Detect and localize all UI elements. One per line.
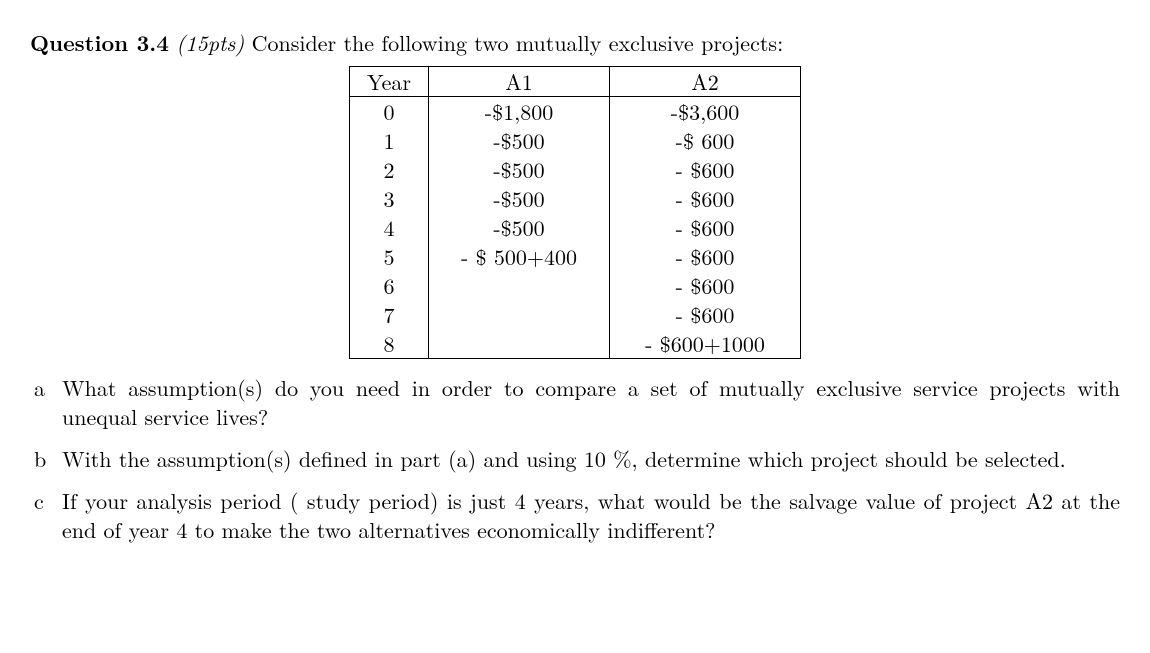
cell-a1: -$1,800 [429,96,610,126]
table-row: 1 -$500 -$ 600 [350,126,801,155]
part-marker: a [34,373,45,403]
cell-a2: - $600 [610,271,801,300]
table-header-row: Year A1 A2 [350,66,801,96]
table-row: 3 -$500 - $600 [350,184,801,213]
cell-a2: - $600+1000 [610,329,801,359]
part-marker: c [34,486,44,516]
cell-a2: - $600 [610,213,801,242]
cell-a2: -$ 600 [610,126,801,155]
cell-year: 7 [350,300,429,329]
cell-a1 [429,329,610,359]
question-parts: a What assumption(s) do you need in orde… [30,373,1120,545]
table-row: 8 - $600+1000 [350,329,801,359]
cell-a1: -$500 [429,126,610,155]
table-row: 6 - $600 [350,271,801,300]
col-header-year: Year [350,66,429,96]
col-header-a1: A1 [429,66,610,96]
question-header: Question 3.4 (15pts) Consider the follow… [30,28,1120,58]
cell-year: 6 [350,271,429,300]
cell-a1: -$500 [429,213,610,242]
cell-a1 [429,300,610,329]
col-header-a2: A2 [610,66,801,96]
cashflow-table-wrap: Year A1 A2 0 -$1,800 -$3,600 1 -$500 -$ … [30,66,1120,359]
cell-a2: -$3,600 [610,96,801,126]
cell-a2: - $600 [610,300,801,329]
cell-year: 2 [350,155,429,184]
cell-a1: - $ 500+400 [429,242,610,271]
cell-year: 4 [350,213,429,242]
cell-year: 3 [350,184,429,213]
part-b: b With the assumption(s) defined in part… [58,444,1120,474]
table-row: 7 - $600 [350,300,801,329]
cell-year: 0 [350,96,429,126]
part-marker: b [34,444,46,474]
cell-year: 8 [350,329,429,359]
cell-a2: - $600 [610,242,801,271]
cell-a1: -$500 [429,184,610,213]
table-row: 2 -$500 - $600 [350,155,801,184]
table-row: 0 -$1,800 -$3,600 [350,96,801,126]
question-points: (15pts) [176,27,244,58]
question-page: Question 3.4 (15pts) Consider the follow… [0,0,1150,653]
question-prompt: Consider the following two mutually excl… [252,27,784,58]
part-a: a What assumption(s) do you need in orde… [58,373,1120,432]
part-text: With the assumption(s) defined in part (… [62,443,1066,474]
cashflow-table: Year A1 A2 0 -$1,800 -$3,600 1 -$500 -$ … [349,66,801,359]
cell-a1 [429,271,610,300]
part-text: If your analysis period ( study period) … [62,485,1120,546]
part-text: What assumption(s) do you need in order … [62,372,1120,433]
cell-a1: -$500 [429,155,610,184]
table-row: 4 -$500 - $600 [350,213,801,242]
cell-a2: - $600 [610,184,801,213]
cell-year: 5 [350,242,429,271]
cell-a2: - $600 [610,155,801,184]
cell-year: 1 [350,126,429,155]
question-label: Question 3.4 [30,27,169,58]
table-row: 5 - $ 500+400 - $600 [350,242,801,271]
part-c: c If your analysis period ( study period… [58,486,1120,545]
